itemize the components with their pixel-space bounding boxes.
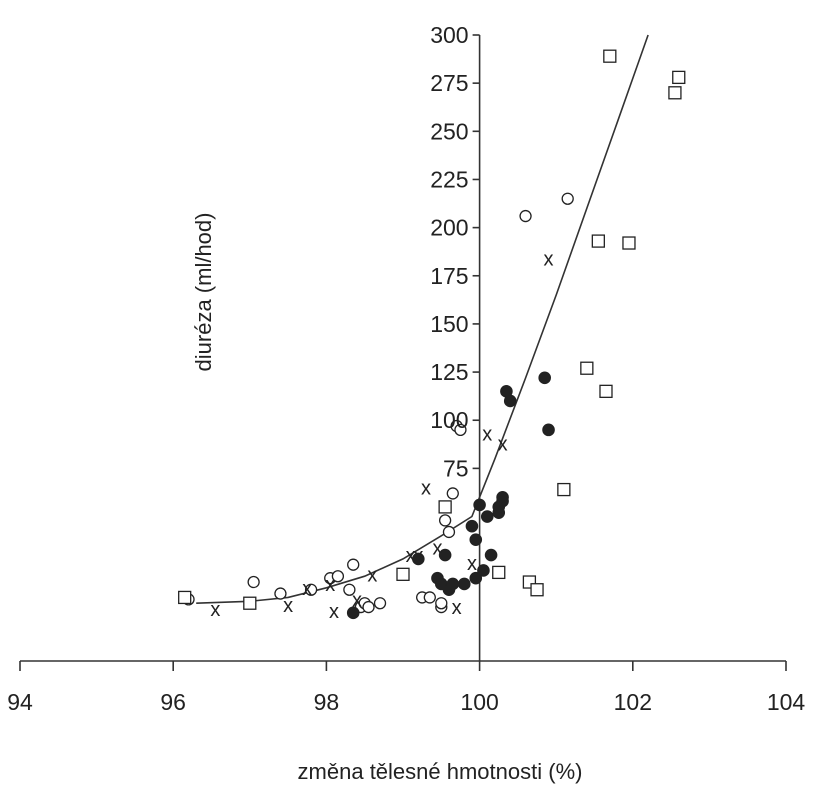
point-x: x xyxy=(329,601,339,623)
point-x: x xyxy=(421,478,431,500)
point-circle-open xyxy=(442,525,456,539)
trend-curve xyxy=(196,34,649,604)
y-tick-label: 225 xyxy=(430,166,468,192)
point-square-open xyxy=(668,86,682,100)
point-circle-open xyxy=(438,514,452,527)
point-circle-open xyxy=(454,423,467,437)
point-x: x xyxy=(452,597,462,619)
y-axis-title: diuréza (ml/hod) xyxy=(191,213,216,372)
point-circle-open xyxy=(423,591,436,604)
y-tick-label: 250 xyxy=(430,118,468,144)
point-circle-open xyxy=(435,597,448,610)
point-x: x xyxy=(432,537,442,559)
x-tick-label: 100 xyxy=(460,689,498,715)
point-circle-filled xyxy=(542,423,555,437)
point-x: x xyxy=(302,578,312,600)
point-circle-filled xyxy=(438,548,452,562)
y-tick-label: 75 xyxy=(443,455,469,481)
point-circle-filled xyxy=(446,577,460,591)
point-square-open xyxy=(396,567,410,581)
point-square-open xyxy=(591,234,605,248)
point-x: x xyxy=(283,595,293,617)
point-circle-open xyxy=(304,583,318,596)
point-circle-open xyxy=(373,597,387,610)
y-tick-label: 125 xyxy=(430,359,468,385)
point-circle-open xyxy=(519,209,532,223)
axis-labels: 94 96 98 100 102 104 75 100 125 150 175 200 225 250 27… xyxy=(7,22,805,715)
point-square-open xyxy=(580,361,594,375)
point-square-open xyxy=(438,500,452,514)
point-circle-open xyxy=(247,575,260,589)
x-axis-title: změna tělesné hmotnosti (%) xyxy=(298,759,583,784)
point-x: x xyxy=(467,553,477,575)
point-square-open xyxy=(530,583,544,597)
point-circle-filled xyxy=(538,371,552,385)
point-circle-open xyxy=(362,600,375,614)
y-tick-label: 275 xyxy=(430,70,468,96)
point-square-open xyxy=(603,49,617,63)
point-circle-filled xyxy=(480,510,494,523)
y-tick-label: 200 xyxy=(430,215,468,241)
point-x: x xyxy=(210,599,220,621)
point-circle-filled xyxy=(503,394,517,408)
point-x: x xyxy=(544,248,554,270)
x-tick-label: 102 xyxy=(614,689,652,715)
y-tick-label: 300 xyxy=(430,22,468,48)
point-circle-filled xyxy=(412,552,425,566)
point-circle-filled xyxy=(469,571,483,585)
point-x: x xyxy=(367,564,377,586)
point-square-open xyxy=(599,384,613,398)
y-tick-label: 150 xyxy=(430,311,468,337)
point-circle-filled xyxy=(496,490,509,504)
point-square-open xyxy=(492,565,506,580)
trend-curve-group xyxy=(196,34,649,604)
point-circle-filled xyxy=(457,577,471,591)
axes xyxy=(19,34,787,671)
y-tick-label: 100 xyxy=(430,407,468,433)
point-x: x xyxy=(352,589,362,611)
point-circle-open xyxy=(446,487,459,500)
point-square-open xyxy=(243,596,257,610)
point-circle-open xyxy=(561,192,574,205)
point-circle-filled xyxy=(465,519,479,533)
point-square-open xyxy=(178,590,192,605)
point-circle-filled xyxy=(477,564,490,577)
point-square-open xyxy=(672,70,686,85)
x-tick-label: 94 xyxy=(7,689,33,715)
point-circle-open xyxy=(274,587,287,600)
point-circle-open xyxy=(347,558,360,571)
point-square-open xyxy=(622,236,636,250)
point-circle-filled xyxy=(346,606,360,620)
data-points: xxxxxxxxxxxxxxxx xyxy=(178,49,686,623)
point-circle-filled xyxy=(484,548,498,562)
point-x: x xyxy=(325,574,335,596)
x-tick-label: 96 xyxy=(160,689,186,715)
point-circle-filled xyxy=(469,533,483,546)
point-circle-open xyxy=(331,570,345,583)
point-x: x xyxy=(482,424,492,446)
x-tick-label: 98 xyxy=(314,689,340,715)
point-square-open xyxy=(557,482,571,497)
point-circle-open xyxy=(343,583,356,596)
point-x: x xyxy=(406,545,416,567)
point-circle-filled xyxy=(473,498,486,512)
point-x: x xyxy=(498,433,508,455)
x-tick-label: 104 xyxy=(767,689,806,715)
y-tick-label: 175 xyxy=(430,263,468,289)
